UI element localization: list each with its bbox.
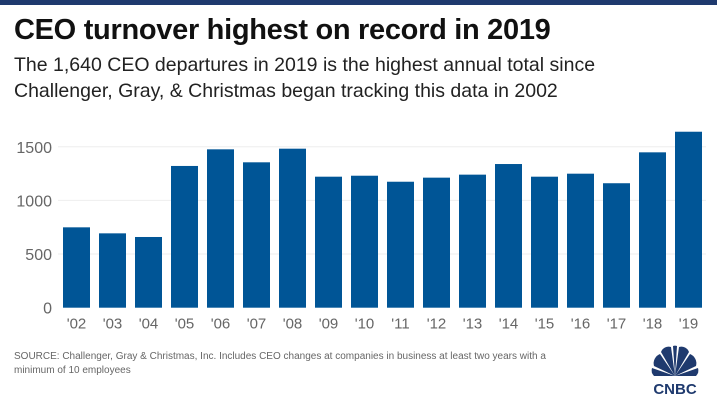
chart-title: CEO turnover highest on record in 2019 xyxy=(14,14,551,46)
bar-13 xyxy=(459,174,486,308)
x-tick-label: '14 xyxy=(499,316,519,333)
subtitle-line-1: The 1,640 CEO departures in 2019 is the … xyxy=(14,54,596,76)
x-tick-label: '13 xyxy=(463,316,483,333)
x-tick-label: '02 xyxy=(67,316,87,333)
x-tick-label: '09 xyxy=(319,316,339,333)
y-tick-label: 1000 xyxy=(16,193,52,210)
bar-16 xyxy=(567,173,594,308)
logo-text: CNBC xyxy=(653,381,696,398)
bar-10 xyxy=(351,175,378,308)
bar-03 xyxy=(99,233,126,308)
bar-18 xyxy=(639,152,666,308)
y-tick-label: 1500 xyxy=(16,140,52,157)
x-tick-label: '12 xyxy=(427,316,447,333)
source-note: SOURCE: Challenger, Gray & Christmas, In… xyxy=(14,351,546,376)
cnbc-peacock-logo: CNBC xyxy=(651,345,699,398)
y-tick-label: 500 xyxy=(25,247,52,264)
bar-07 xyxy=(243,162,270,308)
bar-14 xyxy=(495,164,522,308)
bar-08 xyxy=(279,148,306,308)
bar-02 xyxy=(63,227,90,308)
x-tick-label: '04 xyxy=(139,316,159,333)
chart-subtitle: The 1,640 CEO departures in 2019 is the … xyxy=(14,52,714,104)
subtitle-line-2: Challenger, Gray, & Christmas began trac… xyxy=(14,80,558,102)
bar-12 xyxy=(423,177,450,308)
x-tick-label: '08 xyxy=(283,316,303,333)
bar-17 xyxy=(603,183,630,308)
y-tick-label: 0 xyxy=(43,301,52,318)
top-accent-bar xyxy=(0,0,717,5)
x-tick-label: '06 xyxy=(211,316,231,333)
bar-chart: 0 500 1000 1500 '02 '03 '04 '05 '06 '07 '08 '09 '10 '… xyxy=(16,131,706,333)
bar-15 xyxy=(531,176,558,308)
bar-04 xyxy=(135,236,162,308)
x-tick-label: '11 xyxy=(391,316,409,333)
bar-11 xyxy=(387,181,414,308)
x-tick-label: '16 xyxy=(571,316,591,333)
x-tick-label: '15 xyxy=(535,316,555,333)
x-tick-label: '10 xyxy=(355,316,375,333)
x-tick-label: '19 xyxy=(679,316,699,333)
bar-06 xyxy=(207,149,234,308)
bar-19 xyxy=(675,131,702,308)
x-tick-label: '07 xyxy=(247,316,267,333)
bar-05 xyxy=(171,165,198,308)
bar-09 xyxy=(315,176,342,308)
x-tick-label: '17 xyxy=(607,316,627,333)
x-tick-label: '03 xyxy=(103,316,123,333)
x-tick-label: '18 xyxy=(643,316,663,333)
x-tick-label: '05 xyxy=(175,316,195,333)
